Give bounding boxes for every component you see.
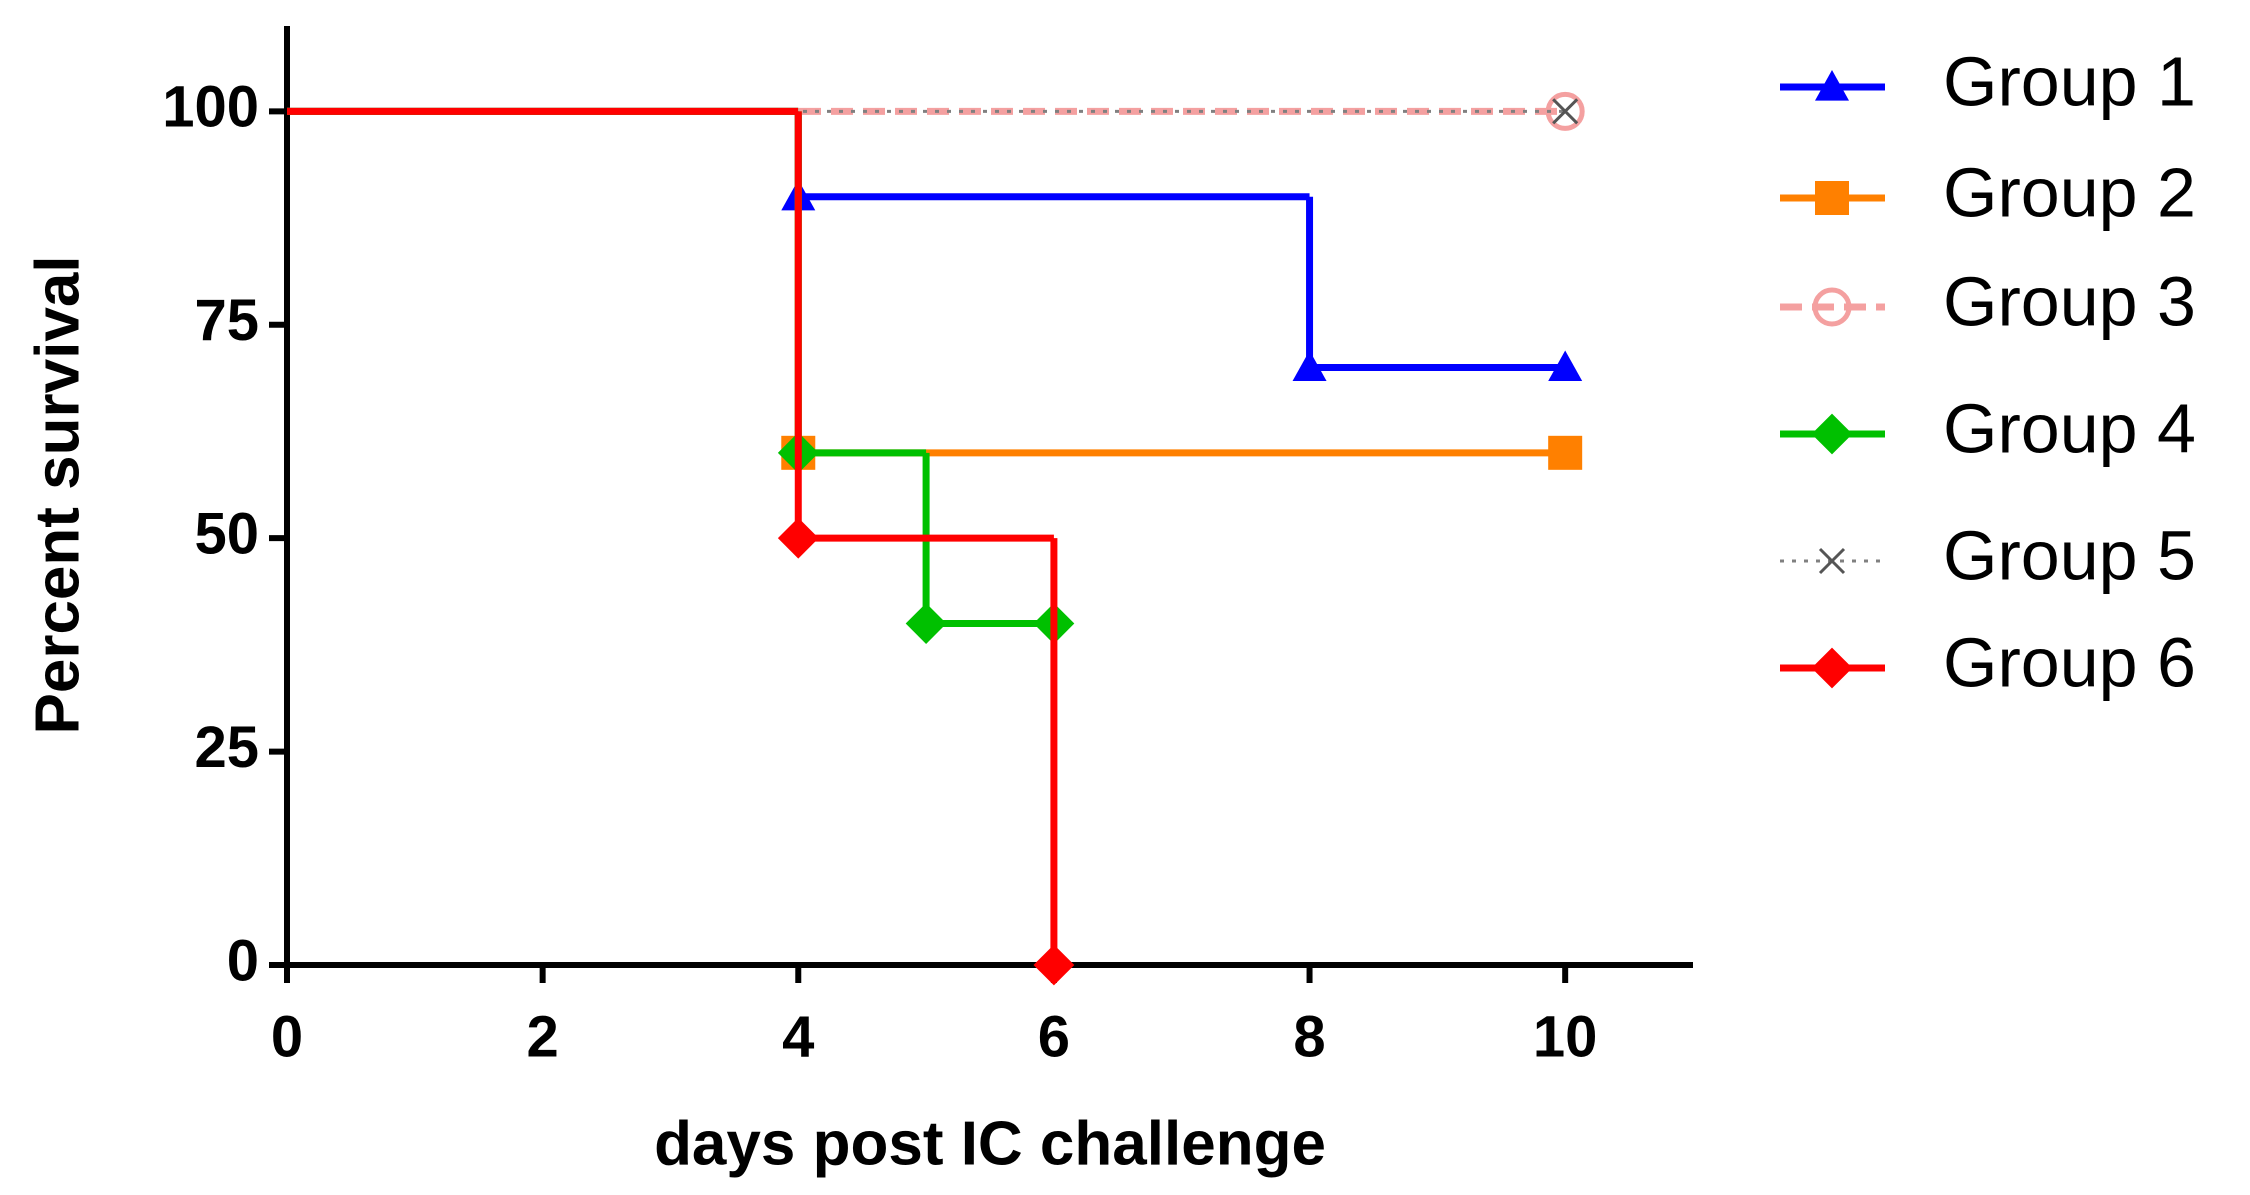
legend-label: Group 2	[1943, 153, 2196, 231]
legend-label: Group 5	[1943, 516, 2196, 594]
legend-marker	[1815, 70, 1849, 101]
y-axis-title: Percent survival	[23, 255, 92, 734]
marker	[1548, 350, 1583, 382]
legend-label: Group 4	[1943, 389, 2196, 467]
x-tick-label: 6	[1038, 1004, 1070, 1069]
legend-marker	[1811, 413, 1853, 455]
legend-label: Group 1	[1943, 42, 2196, 120]
x-tick-label: 2	[527, 1004, 559, 1069]
legend-label: Group 6	[1943, 623, 2196, 701]
legend-label: Group 3	[1943, 262, 2196, 340]
y-tick-label: 75	[194, 288, 259, 353]
legend-marker	[1818, 547, 1846, 575]
x-tick-label: 0	[271, 1004, 303, 1069]
y-tick-label: 50	[194, 502, 259, 567]
x-axis-title: days post IC challenge	[654, 1109, 1326, 1178]
y-tick-label: 0	[227, 928, 259, 993]
legend-marker	[1815, 181, 1849, 215]
legend-marker	[1811, 647, 1853, 689]
marker	[1552, 98, 1579, 125]
marker	[777, 517, 819, 559]
x-tick-label: 4	[782, 1004, 814, 1069]
marker	[1292, 350, 1327, 382]
y-tick-label: 25	[194, 715, 259, 780]
marker	[905, 603, 947, 644]
x-tick-label: 10	[1533, 1004, 1598, 1069]
marker	[1548, 435, 1583, 470]
x-tick-label: 8	[1293, 1004, 1325, 1069]
y-tick-label: 100	[162, 75, 259, 140]
legend-marker	[1812, 287, 1852, 327]
marker	[1033, 944, 1075, 986]
